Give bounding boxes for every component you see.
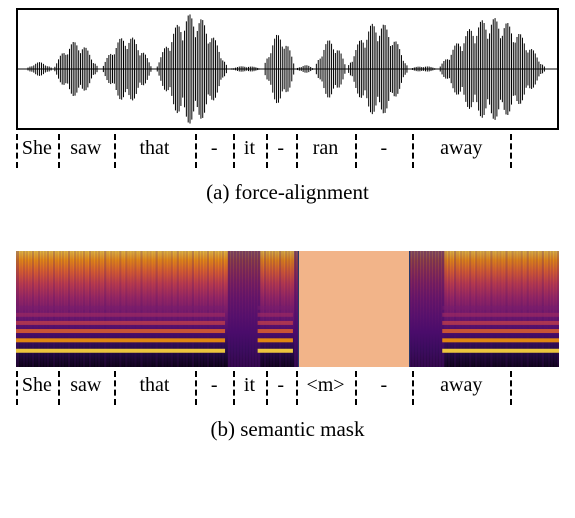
segment-label: it — [244, 138, 255, 158]
segment-divider — [114, 371, 116, 405]
segment-label: - — [211, 138, 218, 158]
waveform-svg — [18, 10, 557, 128]
segment-divider — [266, 134, 268, 168]
segment-label: that — [139, 138, 169, 158]
spectrogram-plot — [16, 251, 559, 367]
segment-divider — [510, 134, 512, 168]
segment-label: She — [22, 375, 52, 395]
segment-divider — [233, 371, 235, 405]
segment-divider — [233, 134, 235, 168]
segment-divider — [58, 371, 60, 405]
alignment-strip-a: Shesaw that - it - ran - away — [16, 134, 559, 168]
segment-label: ran — [313, 138, 339, 158]
segment-divider — [355, 134, 357, 168]
segment-divider — [510, 371, 512, 405]
segment-divider — [296, 134, 298, 168]
segment-label: that — [139, 375, 169, 395]
caption-b: (b) semantic mask — [16, 417, 559, 442]
segment-divider — [412, 371, 414, 405]
segment-label: - — [277, 138, 284, 158]
segment-label: saw — [70, 375, 101, 395]
segment-label: She — [22, 138, 52, 158]
semantic-mask-rect — [298, 251, 409, 367]
panel-spacer — [16, 205, 559, 251]
waveform-plot — [16, 8, 559, 130]
figure-container: Shesawthat-it-ran-away (a) force-alignme… — [0, 0, 575, 452]
segment-label: <m> — [306, 375, 344, 395]
segment-divider — [195, 371, 197, 405]
segment-divider — [195, 134, 197, 168]
segment-divider — [58, 134, 60, 168]
segment-label: - — [381, 138, 388, 158]
panel-a: Shesaw that - it - ran - away (a) force-alignme… — [16, 8, 559, 205]
segment-divider — [16, 371, 18, 405]
segment-label: - — [277, 375, 284, 395]
segment-label: it — [244, 375, 255, 395]
segment-divider — [355, 371, 357, 405]
segment-label: - — [381, 375, 388, 395]
segment-divider — [412, 134, 414, 168]
segment-label: away — [440, 375, 482, 395]
segment-divider — [266, 371, 268, 405]
panel-b: Shesaw that - it - <m> - away (b) semantic mask — [16, 251, 559, 442]
segment-label: away — [440, 138, 482, 158]
segment-label: saw — [70, 138, 101, 158]
spectrogram-svg — [16, 251, 559, 367]
segment-divider — [114, 134, 116, 168]
segment-divider — [16, 134, 18, 168]
segment-label: - — [211, 375, 218, 395]
caption-a: (a) force-alignment — [16, 180, 559, 205]
segment-divider — [296, 371, 298, 405]
alignment-strip-b: Shesaw that - it - <m> - away — [16, 371, 559, 405]
